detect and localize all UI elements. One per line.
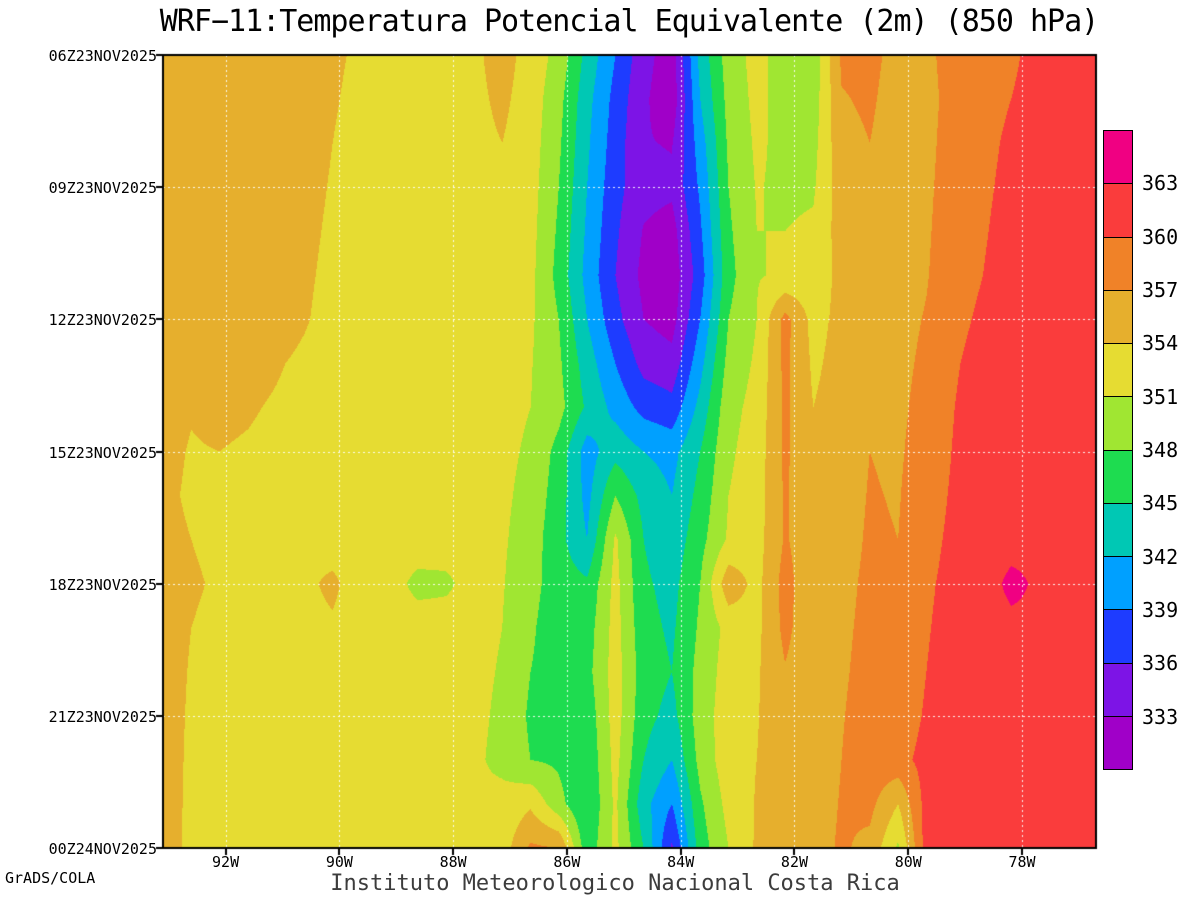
x-axis-tick-label: 88W [439,853,467,871]
colorbar-segment [1103,609,1133,664]
colorbar-tick-label: 339 [1142,598,1179,622]
colorbar-segment [1103,502,1133,557]
x-axis-tick-label: 84W [667,853,695,871]
y-axis-tick-label: 15Z23NOV2025 [48,443,157,462]
y-axis-tick-label: 18Z23NOV2025 [48,575,157,594]
colorbar-segment [1103,130,1133,185]
x-axis-tick-label: 86W [553,853,581,871]
colorbar-tick-label: 342 [1142,544,1179,569]
colorbar-segment [1103,289,1133,344]
x-axis-tick-label: 78W [1008,853,1036,871]
colorbar-segment [1103,396,1133,451]
x-axis-tick-label: 90W [325,853,353,871]
colorbar-tick-label: 363 [1142,171,1179,196]
colorbar-segment [1103,715,1133,770]
colorbar-tick-label: 336 [1142,651,1179,676]
y-axis-tick-label: 06Z23NOV2025 [48,47,157,65]
colorbar-tick-label: 348 [1142,438,1179,462]
colorbar-tick-label: 351 [1142,384,1179,409]
colorbar-tick-label: 357 [1142,278,1179,302]
y-axis-tick-label: 00Z24NOV2025 [48,840,157,858]
chart-title: WRF−11:Temperatura Potencial Equivalente… [159,4,1099,39]
institute-caption: Instituto Meteorologico Nacional Costa R… [330,871,900,896]
grads-credit: GrADS/COLA [5,869,96,887]
y-axis-tick-label: 09Z23NOV2025 [48,179,157,198]
colorbar-segment [1103,236,1133,291]
x-axis-tick-label: 80W [894,853,922,871]
x-axis-tick-label: 82W [780,853,809,871]
colorbar-segment [1103,449,1133,504]
colorbar-segment [1103,343,1133,398]
colorbar-segment [1103,556,1133,611]
y-axis-tick-label: 21Z23NOV2025 [48,707,157,726]
colorbar-segment [1103,183,1133,238]
colorbar [1103,130,1133,770]
colorbar-tick-label: 345 [1142,491,1179,516]
x-axis-tick-label: 92W [212,853,240,871]
y-axis-tick-label: 12Z23NOV2025 [48,311,157,330]
colorbar-tick-label: 360 [1142,224,1179,249]
colorbar-tick-label: 354 [1142,331,1179,356]
colorbar-segment [1103,662,1133,717]
colorbar-tick-label: 333 [1142,704,1179,729]
